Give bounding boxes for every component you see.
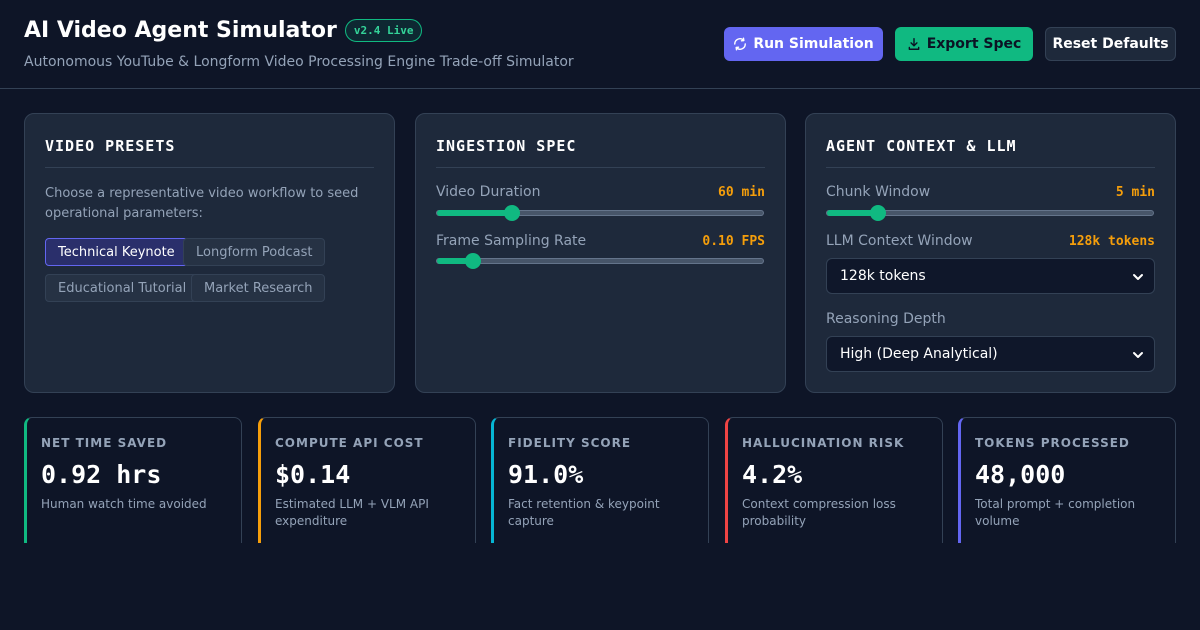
ingestion-spec-title: INGESTION SPEC (436, 137, 765, 168)
export-spec-label: Export Spec (926, 36, 1022, 52)
refresh-icon (734, 37, 747, 51)
metric-label: NET TIME SAVED (41, 436, 168, 450)
video-presets-description: Choose a representative video workflow t… (45, 186, 359, 221)
reasoning-depth-selected: High (Deep Analytical) (840, 346, 998, 362)
metric-value: 91.0% (508, 460, 584, 489)
frame-sampling-value: 0.10 FPS (702, 234, 765, 249)
metric-card-api-cost: COMPUTE API COST $0.14 Estimated LLM + V… (258, 417, 476, 543)
ingestion-spec-panel: INGESTION SPEC Video Duration 60 min Fra… (415, 113, 786, 393)
agent-context-panel: AGENT CONTEXT & LLM Chunk Window 5 min L… (805, 113, 1176, 393)
llm-context-label: LLM Context Window (826, 233, 973, 249)
metric-value: 48,000 (975, 460, 1066, 489)
chunk-window-thumb[interactable] (869, 205, 886, 221)
preset-technical-keynote[interactable]: Technical Keynote (45, 238, 188, 266)
download-icon (908, 38, 920, 50)
page-subtitle: Autonomous YouTube & Longform Video Proc… (24, 54, 574, 70)
metric-value: $0.14 (275, 460, 351, 489)
page-title-row: AI Video Agent Simulator v2.4 Live (24, 18, 423, 43)
chevron-down-icon (1133, 274, 1143, 280)
metric-label: FIDELITY SCORE (508, 436, 632, 450)
metric-card-time-saved: NET TIME SAVED 0.92 hrs Human watch time… (24, 417, 242, 543)
reasoning-depth-select[interactable]: High (Deep Analytical) (826, 336, 1155, 372)
video-presets-panel: VIDEO PRESETS Choose a representative vi… (24, 113, 395, 393)
page-title: AI Video Agent Simulator (24, 18, 337, 43)
metric-card-hallucination: HALLUCINATION RISK 4.2% Context compress… (725, 417, 943, 543)
run-simulation-label: Run Simulation (753, 36, 874, 52)
frame-sampling-label: Frame Sampling Rate (436, 233, 587, 249)
preset-market-research[interactable]: Market Research (191, 274, 326, 302)
metric-value: 4.2% (742, 460, 803, 489)
preset-educational-tutorial[interactable]: Educational Tutorial (45, 274, 200, 302)
chevron-down-icon (1133, 352, 1143, 358)
reset-defaults-button[interactable]: Reset Defaults (1045, 27, 1176, 61)
metric-description: Estimated LLM + VLM API expenditure (275, 497, 429, 528)
app-header: AI Video Agent Simulator v2.4 Live Auton… (0, 0, 1200, 89)
metric-card-fidelity: FIDELITY SCORE 91.0% Fact retention & ke… (491, 417, 709, 543)
metric-description: Context compression loss probability (742, 497, 896, 528)
frame-sampling-thumb[interactable] (464, 253, 481, 269)
chunk-window-slider[interactable] (826, 205, 1154, 221)
video-presets-title: VIDEO PRESETS (45, 137, 374, 168)
frame-sampling-slider[interactable] (436, 253, 764, 269)
version-badge: v2.4 Live (344, 19, 423, 42)
video-duration-label: Video Duration (436, 184, 541, 200)
metric-description: Human watch time avoided (41, 497, 207, 511)
metric-label: HALLUCINATION RISK (742, 436, 905, 450)
metric-value: 0.92 hrs (41, 460, 162, 489)
frame-sampling-fill (437, 258, 473, 264)
chunk-window-value: 5 min (1115, 185, 1155, 200)
video-duration-slider[interactable] (436, 205, 764, 221)
llm-context-selected: 128k tokens (840, 268, 926, 284)
metric-card-tokens: TOKENS PROCESSED 48,000 Total prompt + c… (958, 417, 1176, 543)
video-duration-value: 60 min (718, 185, 765, 200)
metric-description: Fact retention & keypoint capture (508, 497, 660, 528)
metric-label: TOKENS PROCESSED (975, 436, 1130, 450)
reasoning-depth-label: Reasoning Depth (826, 311, 946, 327)
export-spec-button[interactable]: Export Spec (895, 27, 1033, 61)
video-duration-thumb[interactable] (503, 205, 520, 221)
reset-defaults-label: Reset Defaults (1052, 36, 1169, 52)
chunk-window-label: Chunk Window (826, 184, 931, 200)
llm-context-value: 128k tokens (1068, 234, 1155, 249)
metric-label: COMPUTE API COST (275, 436, 424, 450)
agent-context-title: AGENT CONTEXT & LLM (826, 137, 1155, 168)
llm-context-select[interactable]: 128k tokens (826, 258, 1155, 294)
preset-longform-podcast[interactable]: Longform Podcast (183, 238, 326, 266)
chunk-window-fill (827, 210, 878, 216)
run-simulation-button[interactable]: Run Simulation (724, 27, 883, 61)
video-duration-fill (437, 210, 512, 216)
metric-description: Total prompt + completion volume (975, 497, 1136, 528)
